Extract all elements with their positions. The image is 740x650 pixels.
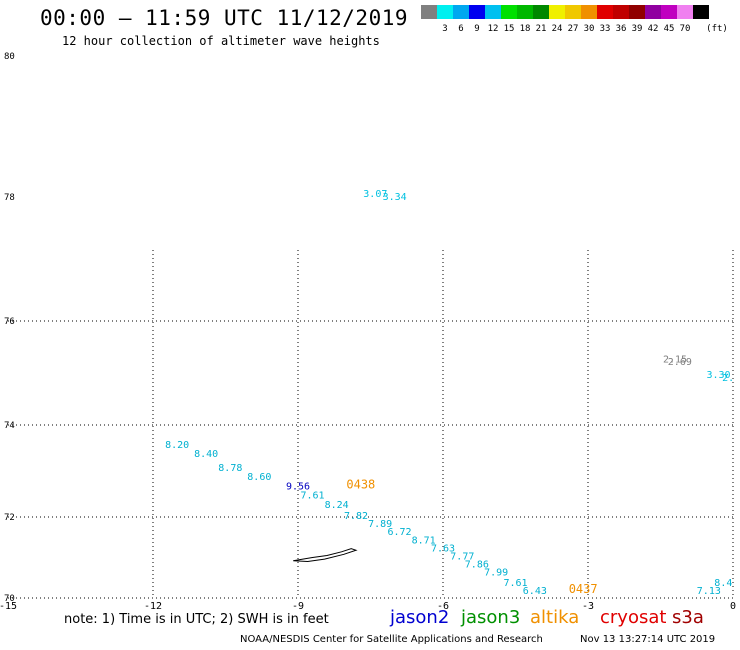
scale-swatch xyxy=(517,5,533,19)
wave-height-label: 6.43 xyxy=(523,586,547,597)
scale-swatch xyxy=(501,5,517,19)
page-title: 00:00 – 11:59 UTC 11/12/2019 xyxy=(40,6,409,30)
x-tick-label: -12 xyxy=(144,601,162,612)
wave-height-label: 8.24 xyxy=(325,500,349,511)
x-tick-label: -15 xyxy=(0,601,17,612)
wave-height-label: 8.71 xyxy=(412,535,436,546)
y-tick-label: 72 xyxy=(4,513,15,523)
wave-height-label: 8.20 xyxy=(165,440,189,451)
scale-swatch xyxy=(533,5,549,19)
scale-swatch xyxy=(661,5,677,19)
wave-height-label: 7.77 xyxy=(450,552,474,563)
wave-height-label: 8.40 xyxy=(194,449,218,460)
x-tick-label: 0 xyxy=(730,601,736,612)
scale-swatch xyxy=(613,5,629,19)
scale-label: 33 xyxy=(599,24,611,34)
wave-height-label: 7.82 xyxy=(344,511,368,522)
scale-swatch xyxy=(453,5,469,19)
scale-swatch xyxy=(421,5,437,19)
scale-label: 36 xyxy=(615,24,627,34)
pass-time-label: 0438 xyxy=(346,477,375,491)
scale-label: 24 xyxy=(551,24,563,34)
scale-swatch xyxy=(597,5,613,19)
y-tick-label: 80 xyxy=(4,52,15,62)
wave-height-label: 2.69 xyxy=(668,357,692,368)
scale-swatch xyxy=(677,5,693,19)
scale-swatch xyxy=(437,5,453,19)
scale-label: 18 xyxy=(519,24,531,34)
legend-jason3: jason3 xyxy=(461,607,521,628)
scale-label: 30 xyxy=(583,24,595,34)
scale-swatch xyxy=(581,5,597,19)
legend-altika: altika xyxy=(530,607,580,628)
y-tick-label: 76 xyxy=(4,317,15,327)
wave-height-label: 9.56 xyxy=(286,481,310,492)
wave-height-label: 6.72 xyxy=(387,527,411,538)
scale-swatch xyxy=(469,5,485,19)
scale-swatch xyxy=(645,5,661,19)
scale-label: 6 xyxy=(458,24,464,34)
scale-swatch xyxy=(549,5,565,19)
wave-height-label: 7.13 xyxy=(697,586,721,597)
footer-timestamp: Nov 13 13:27:14 UTC 2019 xyxy=(580,634,716,645)
scale-unit: (ft) xyxy=(706,24,728,34)
scale-label: 9 xyxy=(474,24,480,34)
wave-height-label: 8.78 xyxy=(218,463,242,474)
scale-swatch xyxy=(485,5,501,19)
wave-height-label: 2. xyxy=(722,373,734,384)
y-tick-label: 78 xyxy=(4,193,15,203)
scale-label: 15 xyxy=(503,24,515,34)
footer-credit: NOAA/NESDIS Center for Satellite Applica… xyxy=(240,634,543,645)
wave-height-label: 7.61 xyxy=(503,578,527,589)
x-tick-label: -6 xyxy=(437,601,449,612)
scale-label: 39 xyxy=(631,24,643,34)
scale-swatch xyxy=(629,5,645,19)
scale-label: 42 xyxy=(647,24,659,34)
legend-cryosat: cryosat xyxy=(600,607,667,628)
x-tick-label: -9 xyxy=(292,601,304,612)
scale-swatch xyxy=(565,5,581,19)
scale-label: 21 xyxy=(535,24,547,34)
wave-height-label: 8.60 xyxy=(247,472,271,483)
legend-jason2: jason2 xyxy=(390,607,450,628)
scale-label: 12 xyxy=(487,24,499,34)
wave-height-label: 7.61 xyxy=(300,491,324,502)
y-tick-label: 70 xyxy=(4,594,15,604)
scale-label: 27 xyxy=(567,24,579,34)
legend-s3a: s3a xyxy=(672,607,704,628)
wave-height-label: 3.30 xyxy=(706,370,730,381)
wave-height-label: 2.15 xyxy=(663,355,687,366)
wave-height-label: 7.86 xyxy=(465,560,489,571)
scale-label: 3 xyxy=(442,24,448,34)
scale-swatch xyxy=(693,5,709,19)
y-tick-label: 74 xyxy=(4,421,15,431)
page-subtitle: 12 hour collection of altimeter wave hei… xyxy=(62,34,380,48)
wave-height-label: 7.89 xyxy=(368,519,392,530)
pass-time-label: 0437 xyxy=(569,582,598,596)
wave-height-label: 3.34 xyxy=(383,192,407,203)
scale-label: 45 xyxy=(663,24,675,34)
footer-note: note: 1) Time is in UTC; 2) SWH is in fe… xyxy=(64,612,329,627)
wave-height-label: 3.07 xyxy=(363,189,387,200)
x-tick-label: -3 xyxy=(582,601,594,612)
wave-height-label: 7.99 xyxy=(484,568,508,579)
wave-height-label: 8.4 xyxy=(714,578,732,589)
wave-height-label: 7.63 xyxy=(431,543,455,554)
scale-label: 70 xyxy=(679,24,691,34)
island-outline xyxy=(293,548,358,563)
